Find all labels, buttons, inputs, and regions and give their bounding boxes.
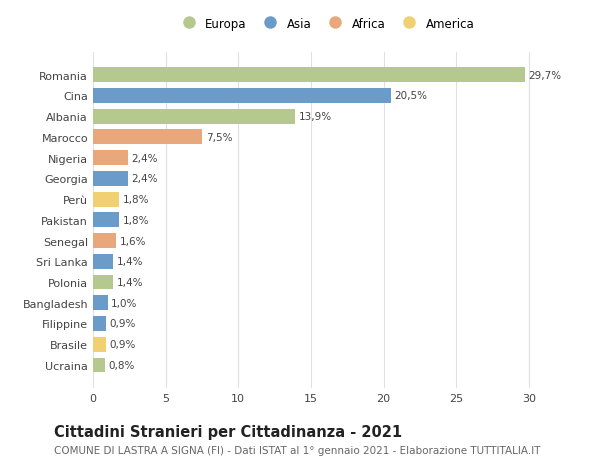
Bar <box>93 151 128 166</box>
Bar <box>93 234 116 248</box>
Bar <box>93 192 119 207</box>
Text: 0,9%: 0,9% <box>110 340 136 349</box>
Text: 7,5%: 7,5% <box>206 133 232 143</box>
Text: 1,8%: 1,8% <box>123 195 149 205</box>
Bar <box>93 68 524 83</box>
Bar <box>93 337 106 352</box>
Bar <box>93 89 391 104</box>
Bar <box>93 109 295 124</box>
Text: Cittadini Stranieri per Cittadinanza - 2021: Cittadini Stranieri per Cittadinanza - 2… <box>54 425 402 440</box>
Text: 2,4%: 2,4% <box>131 153 158 163</box>
Text: 1,4%: 1,4% <box>117 277 143 287</box>
Text: 20,5%: 20,5% <box>395 91 428 101</box>
Bar <box>93 296 107 311</box>
Bar <box>93 316 106 331</box>
Bar <box>93 172 128 186</box>
Text: 2,4%: 2,4% <box>131 174 158 184</box>
Text: 29,7%: 29,7% <box>528 71 562 80</box>
Bar <box>93 130 202 145</box>
Text: COMUNE DI LASTRA A SIGNA (FI) - Dati ISTAT al 1° gennaio 2021 - Elaborazione TUT: COMUNE DI LASTRA A SIGNA (FI) - Dati IST… <box>54 445 541 455</box>
Bar <box>93 275 113 290</box>
Text: 1,8%: 1,8% <box>123 215 149 225</box>
Bar <box>93 213 119 228</box>
Text: 0,8%: 0,8% <box>108 360 134 370</box>
Text: 1,0%: 1,0% <box>111 298 137 308</box>
Text: 13,9%: 13,9% <box>299 112 332 122</box>
Text: 1,4%: 1,4% <box>117 257 143 267</box>
Bar <box>93 358 104 373</box>
Text: 1,6%: 1,6% <box>120 236 146 246</box>
Bar <box>93 254 113 269</box>
Text: 0,9%: 0,9% <box>110 319 136 329</box>
Legend: Europa, Asia, Africa, America: Europa, Asia, Africa, America <box>175 15 476 33</box>
